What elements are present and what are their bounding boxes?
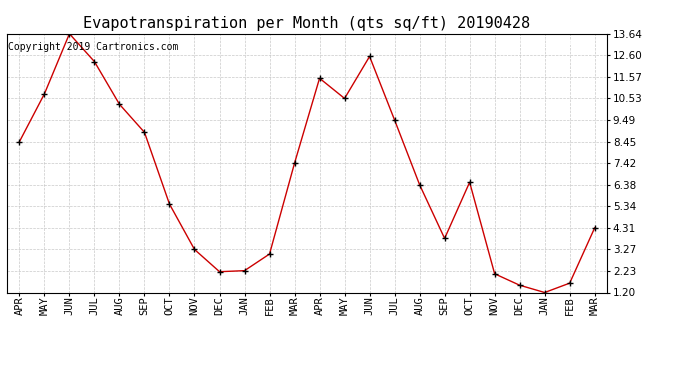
- Text: Copyright 2019 Cartronics.com: Copyright 2019 Cartronics.com: [8, 42, 179, 51]
- Title: Evapotranspiration per Month (qts sq/ft) 20190428: Evapotranspiration per Month (qts sq/ft)…: [83, 16, 531, 31]
